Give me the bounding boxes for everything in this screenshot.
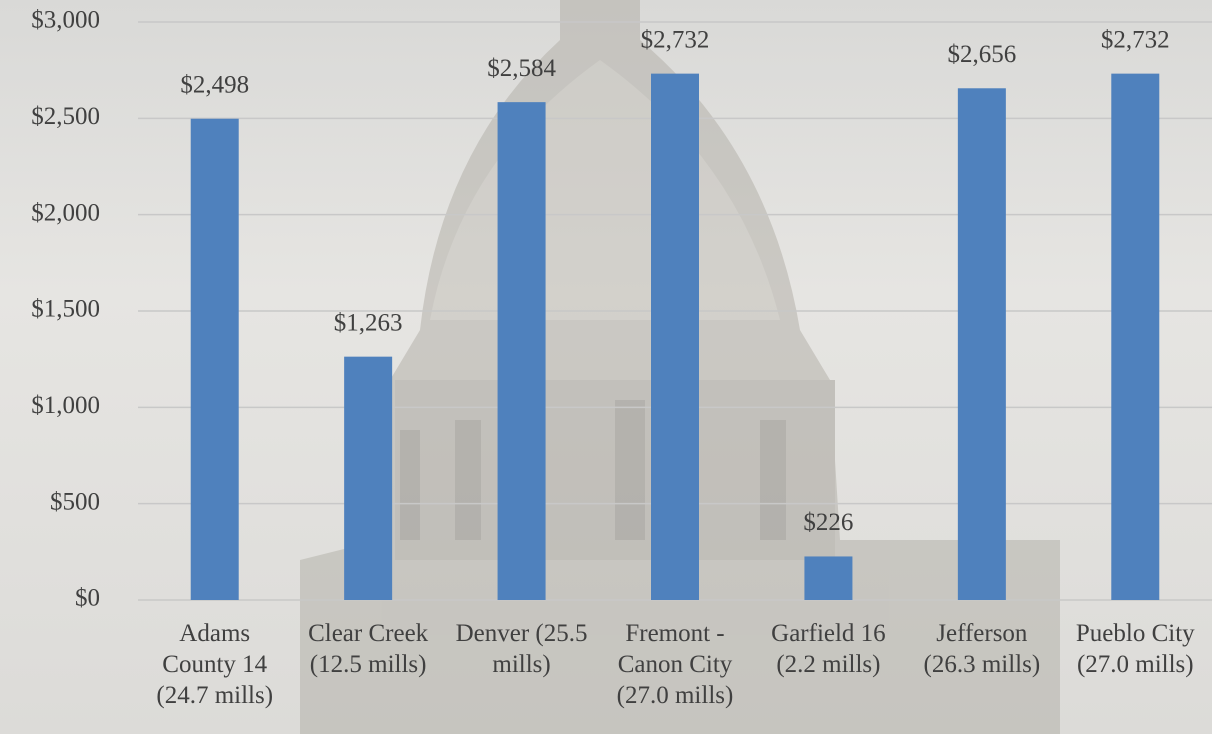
bar — [1111, 73, 1160, 601]
x-tick-label: Garfield 16 (2.2 mills) — [771, 620, 886, 678]
y-tick-label: $0 — [75, 585, 100, 612]
y-tick-label: $1,500 — [31, 296, 100, 323]
bar — [190, 118, 239, 601]
value-label: $2,656 — [947, 41, 1016, 68]
x-tick-label: Adams County 14 (24.7 mills) — [156, 620, 274, 709]
x-tick-label: Pueblo City (27.0 mills) — [1075, 620, 1195, 678]
bar — [651, 73, 699, 601]
y-tick-label: $2,500 — [31, 103, 100, 130]
value-label: $2,498 — [180, 71, 249, 98]
x-tick-label: Denver (25.5 mills) — [455, 620, 588, 678]
value-label: $226 — [803, 509, 853, 536]
bar — [804, 556, 853, 600]
y-tick-label: $1,000 — [31, 392, 100, 419]
y-tick-label: $500 — [50, 488, 100, 515]
x-tick-label: Fremont - Canon City (27.0 mills) — [616, 620, 734, 709]
bar — [344, 356, 393, 600]
value-label: $2,732 — [1101, 26, 1170, 53]
x-tick-label: Jefferson (26.3 mills) — [923, 620, 1041, 678]
value-label: $1,263 — [334, 309, 403, 336]
bar — [957, 88, 1006, 600]
bar — [497, 102, 546, 601]
x-tick-label: Clear Creek (12.5 mills) — [308, 620, 429, 678]
y-tick-label: $3,000 — [31, 7, 100, 34]
value-label: $2,732 — [641, 26, 710, 53]
y-tick-label: $2,000 — [31, 199, 100, 226]
value-label: $2,584 — [487, 55, 556, 82]
